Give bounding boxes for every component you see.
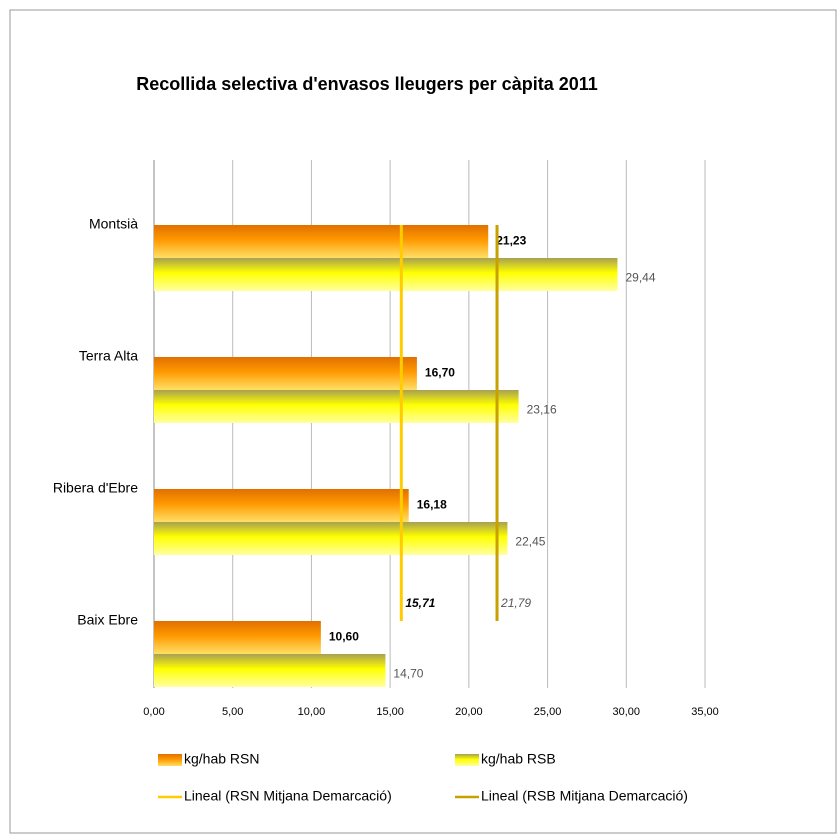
bar [154,357,417,390]
reference-label: 21,79 [500,596,531,610]
y-tick-label: Baix Ebre [77,612,138,628]
legend-label: Lineal (RSB Mitjana Demarcació) [481,788,688,804]
data-label: 10,60 [329,630,359,644]
x-tick-label: 10,00 [298,706,326,718]
y-tick-label: Montsià [89,216,138,232]
bar [154,390,519,423]
reference-label: 15,71 [405,596,435,610]
legend-label: kg/hab RSN [184,751,259,767]
data-label: 16,18 [417,498,447,512]
data-label: 21,23 [496,234,526,248]
legend-label: kg/hab RSB [481,751,556,767]
y-tick-label: Terra Alta [79,348,138,364]
legend-swatch [158,754,182,766]
data-label: 16,70 [425,366,455,380]
bar [154,258,618,291]
data-label: 23,16 [527,403,557,417]
data-label: 14,70 [393,667,423,681]
bar [154,621,321,654]
x-tick-label: 30,00 [613,706,641,718]
bar [154,225,489,258]
legend-swatch [455,754,479,766]
x-tick-label: 35,00 [691,706,719,718]
x-tick-label: 15,00 [376,706,404,718]
chart-title: Recollida selectiva d'envasos lleugers p… [136,74,598,94]
y-tick-label: Ribera d'Ebre [53,480,138,496]
data-label: 22,45 [515,535,545,549]
x-tick-label: 25,00 [534,706,562,718]
bar [154,654,386,687]
data-label: 29,44 [625,271,655,285]
x-tick-label: 0,00 [143,706,164,718]
legend-label: Lineal (RSN Mitjana Demarcació) [184,788,392,804]
x-tick-label: 5,00 [222,706,243,718]
bar [154,522,508,555]
x-tick-label: 20,00 [455,706,483,718]
bar [154,489,409,522]
